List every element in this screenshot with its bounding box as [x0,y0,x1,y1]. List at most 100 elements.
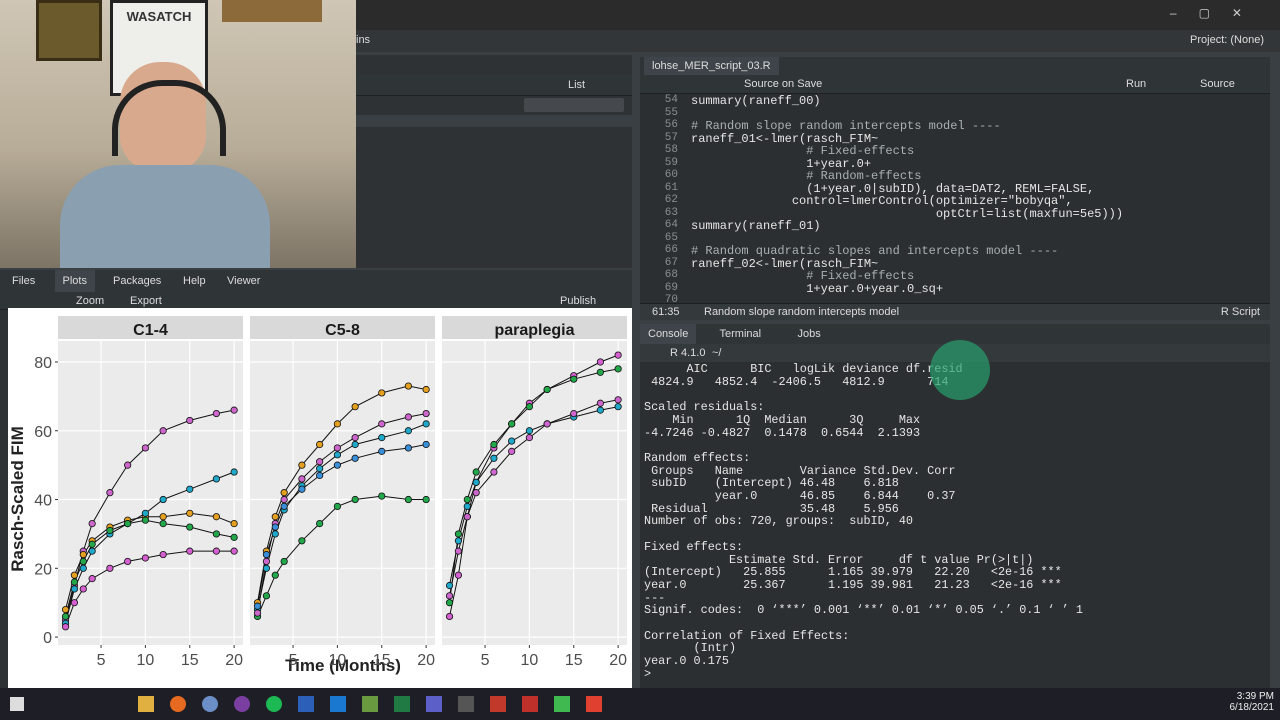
data-point [280,489,288,497]
plots-tab[interactable]: Plots [54,270,95,292]
headphones [112,80,226,156]
clock[interactable]: 3:39 PM 6/18/2021 [1194,691,1275,713]
data-point [316,464,324,473]
working-dir[interactable]: ~/ [712,347,722,359]
app-icon[interactable] [362,696,378,712]
search-box[interactable] [524,98,624,112]
data-point [61,605,70,614]
app-icon[interactable] [330,696,346,712]
data-point [271,530,279,538]
app-icon[interactable] [554,696,570,712]
data-point [230,547,238,555]
line-number: 55 [664,106,678,119]
view-mode[interactable]: List [568,79,586,91]
menu-item[interactable]: ins [356,34,371,46]
plots-tab[interactable]: Files [12,275,36,287]
data-point [614,396,622,404]
webcam: WASATCH [0,0,356,268]
code-line: raneff_02<-lmer(rasch_FIM~ [691,256,879,271]
env-header [356,115,632,127]
data-point [422,385,430,394]
export-button[interactable]: Export [130,295,162,307]
data-point [271,513,279,521]
x-tick-label: 5 [289,652,298,669]
data-point [230,406,238,414]
cursor-position: 61:35 [652,306,680,318]
data-point [445,581,454,590]
cursor-highlight [930,340,990,400]
code-area[interactable]: 54 summary(raneff_00) 55 56 # Random slope r… [640,93,1260,303]
code-line: raneff_01<-lmer(rasch_FIM~ [691,131,879,146]
start-button[interactable] [10,697,24,711]
app-icon[interactable] [234,696,250,712]
console-line: (Intr) [644,641,737,656]
plots-tab[interactable]: Help [183,275,206,287]
source-button[interactable]: Source [1200,78,1235,90]
data-point [298,537,306,545]
console-tab[interactable]: Jobs [797,328,821,340]
data-point [88,575,96,583]
data-point [70,571,79,579]
code-line: # Fixed-effects [691,144,915,158]
data-point [404,382,412,390]
strip [442,316,627,339]
console-pane: Console Terminal Jobs R 4.1.0 ~/ AIC BIC l… [640,324,1270,688]
line-number: 70 [664,294,678,303]
data-point [351,440,359,449]
data-point [88,540,96,548]
y-tick-label: 20 [34,561,52,578]
file-tab[interactable]: lohse_MER_script_03.R [644,57,779,75]
app-icon[interactable] [394,696,410,712]
y-tick-label: 0 [43,630,52,647]
code-line: 1+year.0+year.0_sq+ [691,281,944,296]
app-icon[interactable] [522,696,538,712]
x-tick-label: 5 [481,652,490,669]
section-name[interactable]: Random slope random intercepts model [704,306,900,318]
data-point [106,564,114,572]
app-icon[interactable] [490,696,506,712]
code-line: # Random slope random intercepts model -… [691,119,1001,133]
run-button[interactable]: Run [1126,78,1147,90]
file-type[interactable]: R Script [1220,306,1260,318]
data-point [70,578,79,586]
data-point [159,550,167,559]
app-icon[interactable] [426,696,442,712]
window-controls[interactable]: –▢✕ [1169,6,1264,20]
date: 6/18/2021 [1229,702,1275,713]
code-line: # Fixed-effects [691,269,915,283]
app-icon[interactable] [170,696,186,712]
data-point [445,599,454,607]
plots-tab[interactable]: Packages [113,275,162,287]
publish-button[interactable]: Publish [560,295,597,307]
app-icon[interactable] [586,696,602,712]
project-menu[interactable]: Project: (None) [1190,34,1264,46]
data-point [614,351,622,359]
data-point [463,495,471,504]
code-line: summary(raneff_01) [691,219,821,233]
data-point [79,557,87,566]
app-icon[interactable] [458,696,474,712]
data-point [280,557,288,566]
console-tab[interactable]: Console [640,324,697,344]
data-point [70,585,79,593]
console-line: Estimate Std. Error df t value Pr(>|t|) [644,552,1034,567]
app-icon[interactable] [298,696,314,712]
zoom-button[interactable]: Zoom [76,295,105,307]
data-point [70,599,79,607]
console-tab[interactable]: Terminal [719,328,762,340]
console-line: 4824.9 4852.4 -2406.5 4812.9 714 [644,374,949,389]
plots-tab[interactable]: Viewer [227,275,261,287]
app-icon[interactable] [202,696,218,712]
data-point [454,547,463,555]
data-point [186,509,194,517]
source-on-save[interactable]: Source on Save [744,78,823,90]
data-point [159,427,167,435]
person-body [60,165,270,268]
data-point [298,461,306,469]
app-icon[interactable] [138,696,154,712]
app-icon[interactable] [266,696,282,712]
data-point [141,509,149,517]
console-output[interactable]: AIC BIC logLik deviance df.resid 4824.9 … [644,362,1264,686]
data-point [186,485,194,493]
